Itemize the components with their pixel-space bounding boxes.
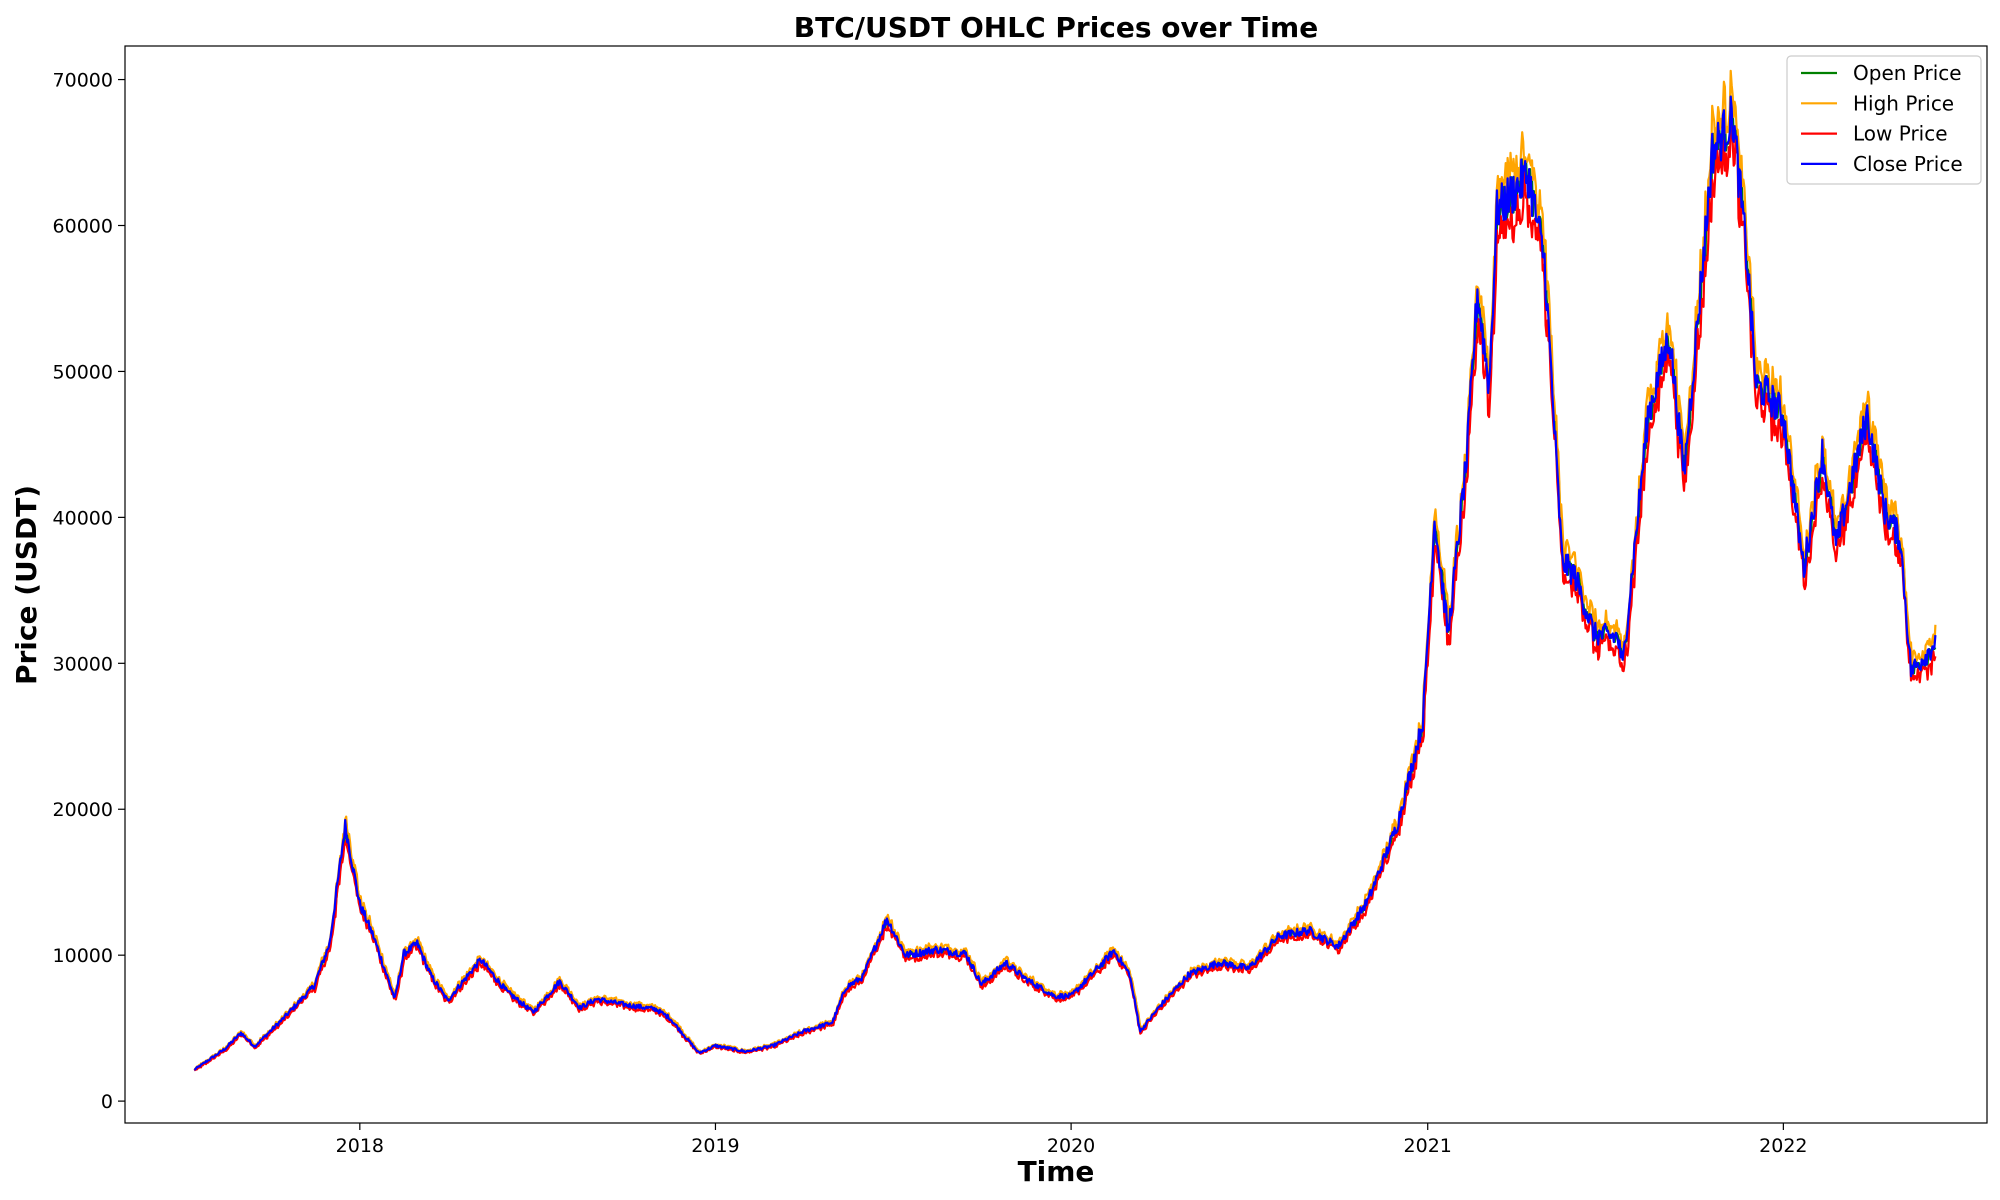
y-tick-label: 30000: [53, 653, 113, 675]
x-tick-label: 2018: [336, 1135, 384, 1157]
plot-frame: [124, 45, 1988, 1124]
x-axis-label: Time: [1018, 1155, 1095, 1188]
x-tick-label: 2019: [691, 1135, 739, 1157]
series-line-low-price: [193, 118, 1937, 1072]
y-axis-label: Price (USDT): [10, 485, 43, 685]
series-line-close-price: [194, 95, 1937, 1071]
x-tick-label: 2021: [1404, 1135, 1452, 1157]
y-tick-label: 0: [101, 1091, 113, 1113]
legend-label: High Price: [1853, 91, 1954, 115]
y-tick-label: 20000: [53, 799, 113, 821]
series-layer: [193, 69, 1937, 1072]
legend-box: [1786, 55, 1982, 185]
y-tick-label: 70000: [53, 70, 113, 92]
legend: Open Price High Price Low Price Close Price: [1786, 55, 1982, 185]
y-tick-label: 10000: [53, 945, 113, 967]
legend-label: Low Price: [1853, 122, 1948, 146]
y-tick-label: 60000: [53, 216, 113, 238]
x-axis: 2018 2019 2020 2021 2022: [336, 1123, 1808, 1157]
legend-label: Open Price: [1853, 61, 1962, 85]
x-tick-label: 2022: [1759, 1135, 1807, 1157]
y-tick-label: 50000: [53, 361, 113, 383]
chart-title: BTC/USDT OHLC Prices over Time: [794, 11, 1318, 44]
legend-label: Close Price: [1853, 152, 1963, 176]
y-axis: 0 10000 20000 30000 40000 50000 60000 70000: [53, 70, 125, 1113]
x-tick-label: 2020: [1047, 1135, 1095, 1157]
y-tick-label: 40000: [53, 507, 113, 529]
